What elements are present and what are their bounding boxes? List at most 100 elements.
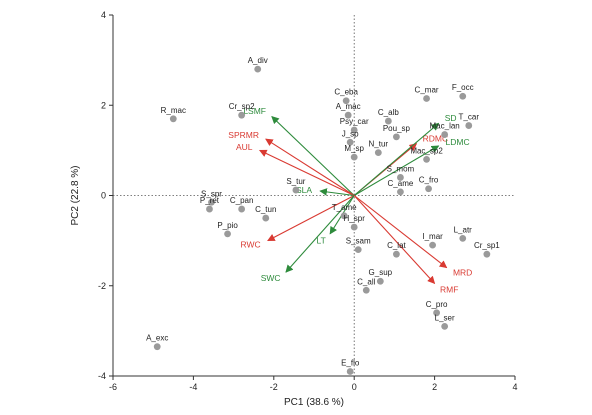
y-axis-title: PC2 (22.8 %) bbox=[70, 165, 81, 225]
point-label-c_ame: C_ame bbox=[388, 179, 414, 188]
point-label-cr_sp2: Cr_sp2 bbox=[229, 102, 255, 111]
point-label-m_sp: M_sp bbox=[344, 144, 364, 153]
point-mac_sp2 bbox=[423, 156, 430, 163]
score-points: A_div R_mac Cr_sp2 C_eba A_mac Psy_car J_sp C_a… bbox=[146, 56, 500, 375]
point-label-c_fro: C_fro bbox=[419, 176, 439, 185]
zero-lines bbox=[113, 15, 515, 376]
point-c_all bbox=[362, 286, 370, 294]
point-m_sp bbox=[350, 153, 358, 161]
vector-label-rdmc: RDMC bbox=[423, 133, 449, 143]
point-c_pro bbox=[433, 309, 441, 317]
point-label-a_div: A_div bbox=[248, 56, 268, 65]
point-label-mac_lan: Mac_lan bbox=[430, 122, 460, 131]
point-a_mac bbox=[344, 111, 352, 119]
point-label-e_flo: E_flo bbox=[341, 358, 360, 367]
x-tick-label: -2 bbox=[270, 382, 278, 392]
vector-label-rmf: RMF bbox=[440, 284, 458, 294]
point-c_alb bbox=[384, 117, 392, 125]
point-s_sam bbox=[354, 246, 362, 254]
vector-label-mrd: MRD bbox=[453, 268, 472, 278]
loading-vectors: LSMF SPRMR AUL RDMC SD LDMC SLA RWC SWC LT MRD RMF bbox=[228, 106, 472, 294]
point-label-i_mar: I_mar bbox=[422, 232, 443, 241]
vector-label-sd: SD bbox=[445, 113, 457, 123]
point-label-l_atr: L_atr bbox=[454, 225, 473, 234]
point-s_mom bbox=[397, 174, 404, 181]
vector-label-swc: SWC bbox=[261, 273, 281, 283]
point-p_ret bbox=[206, 205, 213, 213]
point-label-c_lat: C_lat bbox=[387, 241, 406, 250]
vector-lsmf bbox=[271, 115, 355, 196]
point-label-s_mom: S_mom bbox=[387, 164, 415, 173]
x-tick-label: -6 bbox=[109, 382, 117, 392]
point-label-psy_car: Psy_car bbox=[340, 117, 369, 126]
point-label-t_car: T_car bbox=[459, 113, 480, 122]
point-l_atr bbox=[459, 234, 467, 242]
vector-ldmc bbox=[353, 145, 440, 196]
point-label-s_tur: S_tur bbox=[286, 177, 305, 186]
y-tick-label: 0 bbox=[101, 191, 106, 201]
point-c_eba bbox=[342, 97, 350, 105]
x-tick-label: 4 bbox=[512, 382, 517, 392]
point-a_div bbox=[254, 65, 262, 73]
vector-label-ldmc: LDMC bbox=[446, 137, 470, 147]
point-c_tun bbox=[262, 214, 270, 222]
x-tick-label: -4 bbox=[189, 382, 197, 392]
x-tick-label: 2 bbox=[432, 382, 437, 392]
point-label-g_sup: G_sup bbox=[369, 268, 393, 277]
point-label-pou_sp: Pou_sp bbox=[383, 124, 411, 133]
point-label-s_spr: S_spr bbox=[201, 189, 222, 198]
point-h_spr bbox=[350, 223, 358, 231]
vector-label-sprmr: SPRMR bbox=[228, 130, 259, 140]
point-label-p_ret: P_ret bbox=[200, 196, 220, 205]
point-t_ame bbox=[340, 212, 348, 220]
x-axis-title: PC1 (38.6 %) bbox=[284, 397, 344, 408]
point-label-c_mar: C_mar bbox=[415, 85, 439, 94]
point-f_occ bbox=[459, 92, 467, 100]
point-label-mac_sp2: Mac_sp2 bbox=[410, 146, 443, 155]
x-tick-label: 0 bbox=[352, 382, 357, 392]
point-label-l_ser: L_ser bbox=[435, 313, 455, 322]
y-tick-label: 2 bbox=[101, 100, 106, 110]
point-label-h_spr: H_spr bbox=[344, 214, 366, 223]
axis-titles: PC1 (38.6 %) PC2 (22.8 %) bbox=[70, 165, 344, 408]
y-tick-label: -2 bbox=[98, 281, 106, 291]
point-label-s_sam: S_sam bbox=[346, 237, 371, 246]
point-t_car bbox=[465, 122, 473, 129]
point-label-c_pro: C_pro bbox=[426, 300, 448, 309]
point-label-p_pio: P_pio bbox=[217, 221, 238, 230]
vector-label-lsmf: LSMF bbox=[243, 106, 266, 116]
point-cr_sp1 bbox=[483, 250, 491, 258]
point-label-a_mac: A_mac bbox=[336, 102, 361, 111]
point-label-c_eba: C_eba bbox=[334, 88, 358, 97]
point-l_ser bbox=[441, 322, 449, 330]
vector-aul bbox=[259, 149, 355, 196]
point-mac_lan bbox=[441, 131, 449, 138]
vector-sla bbox=[319, 188, 355, 197]
point-r_mac bbox=[169, 115, 177, 123]
point-c_mar bbox=[423, 95, 430, 102]
point-s_tur bbox=[292, 186, 300, 194]
point-label-f_occ: F_occ bbox=[452, 83, 474, 92]
point-s_spr bbox=[208, 198, 215, 206]
point-label-c_pan: C_pan bbox=[230, 196, 254, 205]
vector-label-sla: SLA bbox=[296, 185, 312, 195]
vector-mrd bbox=[353, 195, 448, 269]
point-label-c_tun: C_tun bbox=[255, 205, 276, 214]
point-pou_sp bbox=[393, 133, 400, 141]
point-label-c_alb: C_alb bbox=[378, 108, 399, 117]
point-c_fro bbox=[425, 185, 432, 193]
point-cr_sp2 bbox=[238, 111, 246, 119]
point-c_ame bbox=[397, 188, 404, 196]
vector-rwc bbox=[267, 195, 355, 242]
vector-rmf bbox=[353, 195, 436, 285]
vector-sprmr bbox=[265, 138, 355, 196]
point-i_mar bbox=[429, 241, 436, 249]
point-c_lat bbox=[393, 250, 400, 258]
point-j_sp bbox=[346, 138, 354, 146]
point-label-a_exc: A_exc bbox=[146, 334, 168, 343]
vector-label-rwc: RWC bbox=[241, 239, 261, 249]
point-psy_car bbox=[350, 126, 358, 134]
point-label-t_ame: T_ame bbox=[332, 203, 357, 212]
